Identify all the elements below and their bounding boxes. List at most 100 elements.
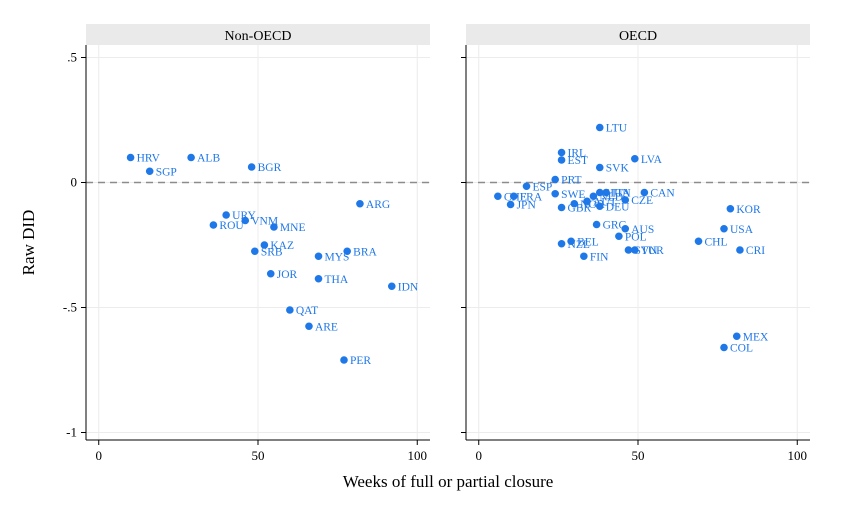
- x-tick-label: 50: [632, 448, 645, 463]
- data-label-fra: FRA: [520, 191, 543, 203]
- data-point-ury: [222, 211, 230, 219]
- data-label-mex: MEX: [743, 331, 769, 343]
- data-label-usa: USA: [730, 224, 754, 236]
- data-point-tha: [314, 274, 323, 283]
- data-label-kor: KOR: [736, 204, 761, 216]
- data-label-per: PER: [350, 355, 371, 367]
- data-label-bel: BEL: [577, 236, 599, 248]
- data-label-est: EST: [568, 155, 588, 167]
- data-point-irl: [557, 148, 566, 157]
- panel-title: OECD: [619, 29, 657, 44]
- data-label-mys: MYS: [325, 251, 350, 263]
- data-label-bgr: BGR: [258, 162, 282, 174]
- panel-title: Non-OECD: [225, 29, 292, 44]
- data-label-hrv: HRV: [137, 153, 161, 165]
- data-point-mex: [732, 332, 741, 341]
- data-point-per: [340, 356, 348, 364]
- data-point-jor: [266, 269, 275, 278]
- panel-oecd: OECD050100LTUIRLESTLVASVKPRTESPCHEFRASWE…: [461, 24, 810, 463]
- data-label-sgp: SGP: [156, 166, 177, 178]
- data-point-aus: [621, 224, 630, 233]
- data-label-svk: SVK: [606, 163, 630, 175]
- data-point-bra: [343, 247, 351, 256]
- data-label-chl: CHL: [705, 236, 728, 248]
- x-tick-label: 50: [252, 448, 265, 463]
- data-point-idn: [387, 282, 396, 291]
- data-label-are: ARE: [315, 321, 338, 333]
- data-label-aus: AUS: [631, 224, 654, 236]
- data-label-qat: QAT: [296, 305, 318, 317]
- x-tick-label: 100: [408, 448, 428, 463]
- data-label-can: CAN: [650, 188, 675, 200]
- data-label-rou: ROU: [219, 220, 244, 232]
- data-point-arg: [356, 199, 364, 208]
- data-point-cri: [736, 246, 744, 254]
- data-point-ltu: [595, 123, 604, 132]
- data-label-nld: NLD: [599, 191, 623, 203]
- data-label-prt: PRT: [561, 175, 581, 187]
- data-point-bel: [567, 237, 575, 246]
- data-label-svn: SVN: [634, 245, 658, 257]
- data-point-tur: [631, 246, 639, 254]
- data-label-lva: LVA: [641, 154, 663, 166]
- y-tick-label: -1: [66, 425, 77, 440]
- data-point-nzl: [557, 239, 566, 248]
- data-point-deu: [595, 202, 604, 211]
- data-point-fin: [580, 252, 588, 261]
- data-point-grc: [592, 220, 601, 229]
- data-label-tha: THA: [325, 274, 349, 286]
- data-point-sgp: [145, 167, 154, 176]
- y-tick-label: -.5: [63, 300, 77, 315]
- data-label-srb: SRB: [261, 246, 283, 258]
- x-tick-label: 0: [475, 448, 482, 463]
- data-label-pol: POL: [625, 231, 647, 243]
- data-label-mne: MNE: [280, 222, 306, 234]
- x-tick-label: 100: [788, 448, 808, 463]
- data-label-nzl: NZL: [568, 239, 590, 251]
- data-point-est: [557, 156, 566, 164]
- data-point-mys: [314, 252, 323, 261]
- data-point-rou: [209, 221, 218, 229]
- data-label-cri: CRI: [746, 245, 765, 257]
- data-point-hun: [595, 188, 604, 197]
- data-point-col: [720, 343, 728, 352]
- y-tick-label: .5: [67, 50, 77, 65]
- data-point-nor: [570, 199, 579, 208]
- data-point-svk: [595, 163, 604, 172]
- data-label-ury: URY: [232, 210, 256, 222]
- data-label-fin: FIN: [590, 251, 609, 263]
- data-label-irl: IRL: [568, 148, 587, 160]
- data-label-grc: GRC: [603, 220, 627, 232]
- data-point-are: [305, 322, 313, 331]
- data-point-gbr: [557, 203, 566, 212]
- data-point-esp: [522, 182, 531, 191]
- data-point-nld: [589, 192, 598, 201]
- data-point-swe: [551, 189, 559, 198]
- data-point-cze: [621, 196, 630, 204]
- data-point-kor: [726, 204, 735, 213]
- data-label-swe: SWE: [561, 189, 585, 201]
- data-point-ita: [602, 188, 610, 197]
- data-point-vnm: [241, 216, 250, 225]
- data-point-chl: [694, 237, 703, 246]
- data-point-che: [494, 192, 502, 201]
- data-point-fra: [509, 192, 518, 201]
- data-label-arg: ARG: [366, 199, 390, 211]
- data-point-lva: [631, 154, 639, 163]
- data-label-alb: ALB: [197, 153, 220, 165]
- data-point-mne: [270, 223, 278, 231]
- data-label-esp: ESP: [533, 181, 553, 193]
- data-point-bgr: [247, 163, 256, 171]
- data-point-qat: [286, 306, 294, 314]
- x-tick-label: 0: [95, 448, 102, 463]
- data-label-kaz: KAZ: [270, 240, 294, 252]
- data-label-col: COL: [730, 343, 753, 355]
- data-point-hrv: [126, 153, 135, 162]
- panel-header: [86, 24, 430, 45]
- data-point-alb: [187, 153, 195, 162]
- x-axis-title: Weeks of full or partial closure: [343, 472, 554, 491]
- data-label-deu: DEU: [606, 201, 630, 213]
- data-label-jpn: JPN: [517, 200, 537, 212]
- panel-header: [466, 24, 810, 45]
